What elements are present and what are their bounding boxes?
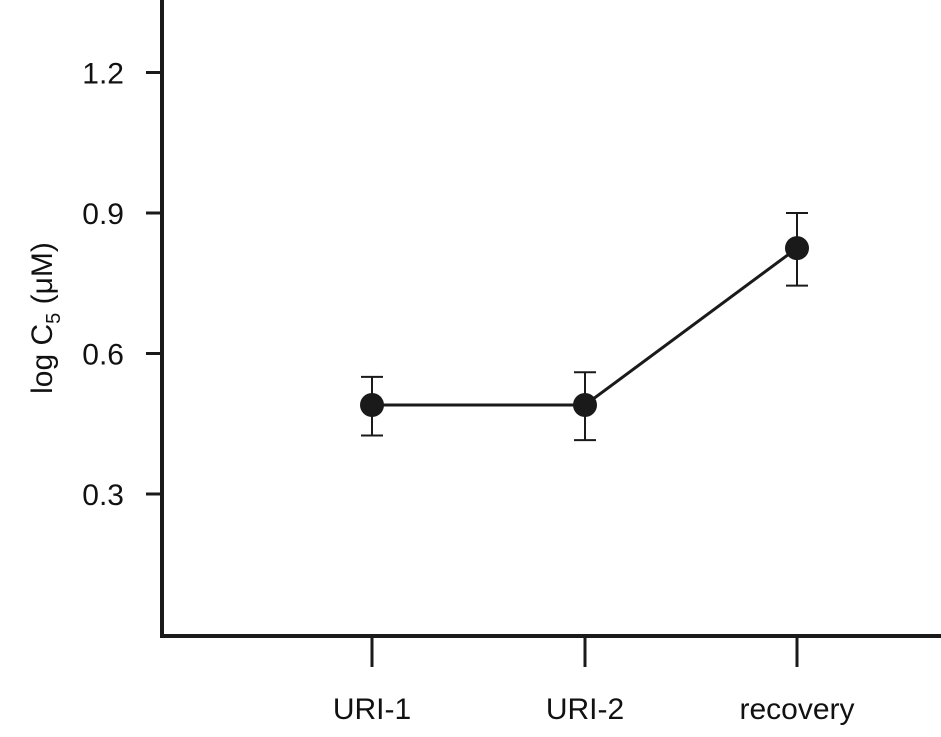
y-tick-label: 0.3 (82, 479, 124, 512)
series-layer (360, 212, 809, 442)
y-tick-label: 0.9 (82, 198, 124, 231)
axes (160, 0, 941, 638)
y-tick-label: 0.6 (82, 339, 124, 372)
y-tick-label: 1.2 (82, 58, 124, 91)
y-axis-title: log C5 (μM) (26, 242, 65, 394)
data-point (573, 393, 597, 418)
x-category-label: URI-1 (333, 693, 411, 726)
x-category-label: recovery (739, 693, 854, 726)
y-ticks: 0.3 0.6 0.9 1.2 (82, 58, 162, 512)
y-axis-title-main: log C (26, 324, 59, 394)
data-point (785, 236, 809, 261)
y-axis-title-subscript: 5 (43, 313, 65, 324)
y-axis-title-unit: (μM) (26, 242, 59, 313)
data-point (360, 393, 384, 418)
x-ticks: URI-1 URI-2 recovery (333, 636, 855, 726)
x-category-label: URI-2 (546, 693, 624, 726)
